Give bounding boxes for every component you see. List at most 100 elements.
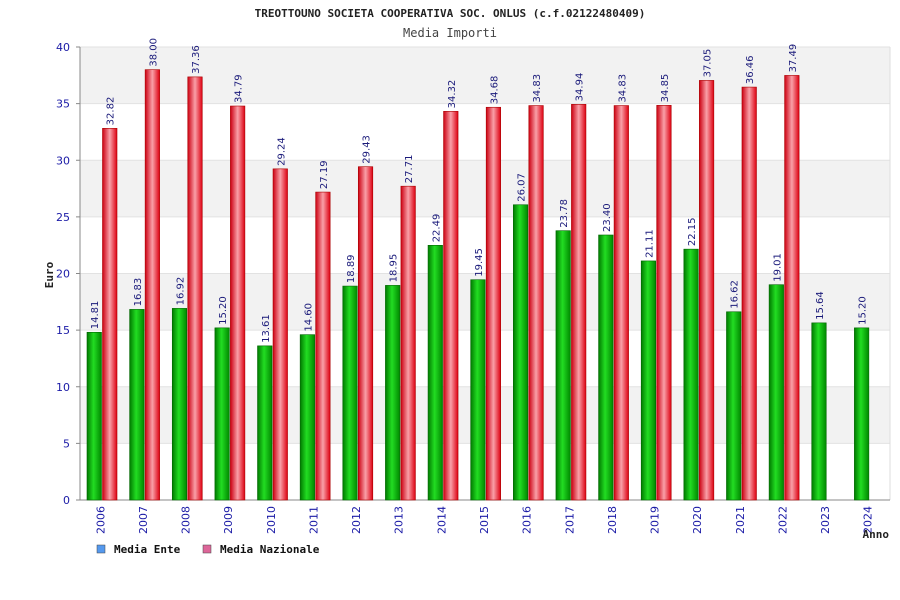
bar-media-nazionale-2016 [528,105,544,501]
bar-media-ente-2024 [854,327,870,501]
data-label-media-nazionale-2019: 34.85 [660,74,671,103]
bar-media-ente-2016 [513,204,529,501]
x-tick-label: 2006 [94,506,107,534]
data-label-media-nazionale-2010: 29.24 [276,137,287,166]
data-label-media-ente-2016: 26.07 [517,173,528,202]
data-label-media-nazionale-2017: 34.94 [575,73,586,102]
bar-media-nazionale-2021 [741,86,757,501]
bar-media-ente-2007 [129,309,145,501]
x-tick-label: 2014 [435,506,448,534]
data-label-media-ente-2014: 22.49 [431,214,442,243]
data-label-media-nazionale-2012: 29.43 [362,135,373,164]
data-label-media-nazionale-2022: 37.49 [788,44,799,73]
data-label-media-ente-2013: 18.95 [389,254,400,283]
bar-media-ente-2012 [342,285,358,501]
y-tick-label: 20 [56,268,70,281]
data-label-media-ente-2019: 21.11 [644,229,655,258]
x-tick-label: 2016 [521,506,534,534]
bar-media-ente-2013 [385,285,401,501]
bar-media-ente-2020 [683,248,699,501]
y-tick-label: 5 [63,437,70,450]
chart-title: TREOTTOUNO SOCIETA COOPERATIVA SOC. ONLU… [255,7,646,20]
data-label-media-ente-2011: 14.60 [303,303,314,332]
y-tick-label: 0 [63,494,70,507]
bar-media-ente-2018 [598,234,614,501]
bar-media-nazionale-2022 [784,75,800,501]
bar-media-nazionale-2006 [102,128,118,501]
bar-media-ente-2014 [427,245,443,501]
bar-media-nazionale-2014 [443,111,459,501]
data-label-media-ente-2023: 15.64 [815,291,826,320]
bar-media-nazionale-2013 [400,185,416,501]
data-label-media-ente-2022: 19.01 [772,253,783,282]
x-tick-label: 2009 [222,506,235,534]
data-label-media-ente-2024: 15.20 [858,296,869,325]
data-label-media-nazionale-2014: 34.32 [447,80,458,109]
bar-media-ente-2008 [171,308,188,501]
data-label-media-nazionale-2009: 34.79 [234,74,245,103]
x-tick-label: 2023 [819,506,832,534]
bar-media-nazionale-2015 [485,106,501,501]
bar-media-nazionale-2019 [656,105,672,501]
x-tick-label: 2011 [307,506,320,534]
bars-group [86,69,870,501]
y-tick-label: 30 [56,154,70,167]
bar-media-ente-2019 [640,260,657,501]
data-label-media-nazionale-2008: 37.36 [191,45,202,74]
x-tick-label: 2024 [862,506,875,534]
bar-media-ente-2023 [811,322,827,501]
data-label-media-ente-2008: 16.92 [176,277,187,306]
data-label-media-ente-2017: 23.78 [559,199,570,228]
data-label-media-nazionale-2018: 34.83 [617,74,628,103]
data-label-media-nazionale-2011: 27.19 [319,160,330,189]
x-tick-label: 2021 [734,506,747,534]
y-tick-label: 10 [56,381,70,394]
data-label-media-nazionale-2013: 27.71 [404,155,415,184]
y-tick-label: 15 [56,324,70,337]
legend-label-media-nazionale: Media Nazionale [220,543,320,556]
data-label-media-nazionale-2007: 38.00 [148,38,159,67]
x-tick-label: 2019 [649,506,662,534]
x-tick-label: 2013 [393,506,406,534]
x-tick-label: 2015 [478,506,491,534]
data-label-media-ente-2006: 14.81 [90,301,101,330]
data-label-media-nazionale-2020: 37.05 [703,49,714,78]
bar-media-nazionale-2012 [357,166,374,501]
y-tick-label: 25 [56,211,70,224]
legend-label-media-ente: Media Ente [114,543,181,556]
bar-media-nazionale-2009 [230,105,246,501]
data-label-media-ente-2021: 16.62 [730,280,741,309]
data-label-media-ente-2012: 18.89 [346,254,357,283]
bar-media-nazionale-2010 [272,168,288,501]
data-label-media-ente-2010: 13.61 [261,314,272,343]
legend-swatch-media-ente [96,544,106,554]
bar-media-nazionale-2017 [571,104,587,501]
bar-media-ente-2006 [86,331,102,501]
legend-swatch-media-nazionale [202,544,212,554]
bar-media-ente-2017 [555,230,571,501]
bar-media-nazionale-2018 [613,105,629,501]
data-label-media-nazionale-2016: 34.83 [532,74,543,103]
data-label-media-ente-2009: 15.20 [218,296,229,325]
data-label-media-ente-2018: 23.40 [602,203,613,232]
bar-media-nazionale-2007 [144,69,160,501]
data-label-media-ente-2007: 16.83 [133,278,144,307]
x-tick-label: 2022 [776,506,789,534]
bar-media-ente-2021 [726,311,742,501]
data-label-media-ente-2015: 19.45 [474,248,485,277]
x-tick-label: 2010 [265,506,278,534]
data-label-media-nazionale-2021: 36.46 [745,55,756,84]
y-tick-label: 35 [56,98,70,111]
bar-media-nazionale-2020 [699,80,715,501]
x-axis: 2006 2007 2008 2009 2010 2011 2012 2013 2014 2015… [80,499,890,534]
chart-subtitle: Media Importi [403,26,497,40]
bar-media-ente-2009 [214,327,230,501]
bar-media-ente-2011 [299,334,315,501]
bar-media-nazionale-2008 [187,76,203,501]
bar-media-ente-2010 [257,345,273,501]
x-tick-label: 2008 [180,506,193,534]
data-label-media-nazionale-2006: 32.82 [106,97,117,126]
x-tick-label: 2007 [137,506,150,534]
y-axis-label: Euro [43,261,56,288]
